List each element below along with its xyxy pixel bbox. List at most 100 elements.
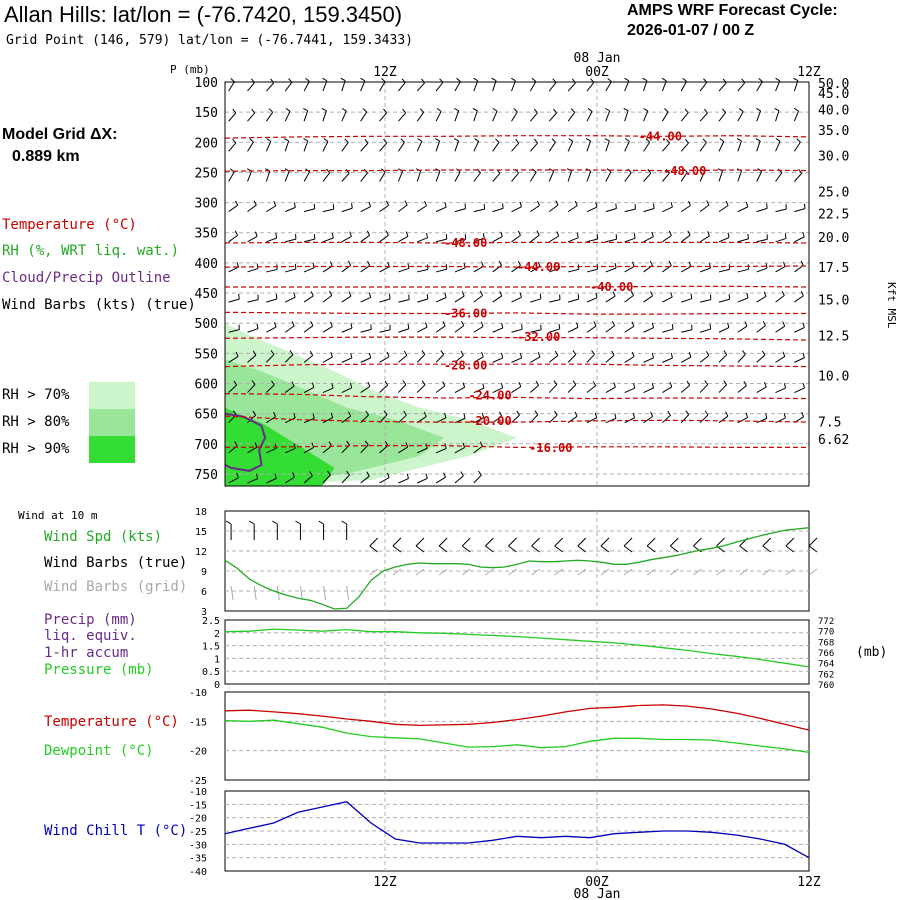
wind-barb-feather	[330, 321, 333, 327]
wind-barb	[794, 327, 805, 333]
wind-barb-feather	[341, 107, 347, 112]
wind-barb-feather	[232, 108, 237, 114]
wind-barb-feather	[366, 230, 371, 236]
true-wind-barb-feather	[225, 520, 232, 525]
wind-barb	[718, 354, 728, 363]
wind-barb	[605, 386, 616, 393]
wind-barb-feather	[614, 262, 617, 269]
temperature-label: Temperature (°C)	[44, 714, 179, 730]
pressure-tick-label: 600	[195, 377, 218, 392]
wind-barb-feather	[631, 321, 635, 327]
wind-barb-feather	[367, 260, 371, 266]
wind-barb	[567, 170, 573, 182]
grid-wind-barb	[762, 568, 772, 576]
wind-barb	[228, 81, 235, 92]
wind-barb-feather	[327, 470, 331, 476]
wind-barb	[416, 141, 423, 152]
wind-barb-feather	[587, 108, 593, 112]
legend-rh70-label: RH > 70%	[2, 387, 70, 403]
grid-wind-barb	[230, 585, 234, 601]
wind-barb	[360, 111, 368, 122]
wind-barb-feather	[611, 350, 615, 356]
wind-barb-feather	[366, 471, 370, 477]
wind-barb	[322, 141, 329, 152]
true-wind-barb-feather	[485, 545, 494, 553]
wind-barb	[285, 417, 296, 424]
windchill-tick-label: -25	[189, 827, 207, 838]
wind-barb	[379, 445, 389, 454]
wind-barb-feather	[783, 383, 787, 389]
wind-barb-feather	[349, 231, 352, 237]
wind-barb	[454, 295, 465, 303]
wind-barb-feather	[666, 138, 670, 144]
wind-barb	[511, 206, 522, 213]
wind-barb	[699, 267, 711, 273]
wind-barb-feather	[605, 107, 610, 112]
wind-barb	[473, 110, 478, 122]
wind-barb-feather	[574, 200, 578, 206]
wind-barb-feather	[472, 107, 478, 112]
wind-barb	[360, 297, 371, 303]
wind-barb	[624, 387, 635, 393]
wind-barb	[605, 354, 615, 363]
temperature-contour-label: -48.00	[444, 236, 487, 250]
forecast-cycle-value: 2026-01-07 / 00 Z	[627, 22, 755, 39]
wind-barb-feather	[329, 261, 333, 267]
wind-barb	[285, 447, 296, 454]
windchill-tick-label: -30	[189, 840, 207, 851]
wind-barb-feather	[386, 200, 390, 206]
wind-barb-feather	[534, 410, 539, 415]
wind-barb	[360, 444, 369, 454]
precip-tick-label: 1	[214, 654, 220, 665]
wind-barb-feather	[738, 108, 744, 112]
wind-barb	[794, 295, 804, 303]
wind-barb	[530, 112, 538, 122]
pressure-tick-label: 650	[195, 408, 218, 423]
wind-barb	[379, 477, 390, 484]
wind-barb-feather	[238, 294, 240, 300]
wind-barb	[680, 385, 690, 393]
true-wind-barb-feather	[392, 545, 402, 553]
wind-barb-feather	[517, 230, 521, 236]
wind-barb	[398, 112, 407, 122]
pressure-line	[224, 628, 810, 668]
wind-barb-feather	[293, 202, 296, 208]
wind-barb	[624, 266, 635, 273]
wind-barb-feather	[801, 411, 805, 417]
legend-cloud: Cloud/Precip Outline	[2, 270, 171, 286]
wind-barb-feather	[650, 291, 654, 297]
wind-barb	[398, 478, 409, 484]
wind-barb	[529, 171, 537, 182]
wind-barb-feather	[723, 350, 728, 355]
temperature-contour-label: -44.00	[517, 260, 560, 274]
cloud-outline	[224, 412, 267, 472]
wind-barb-feather	[381, 168, 386, 173]
wind-barb	[247, 268, 259, 273]
wind-barb	[643, 416, 653, 424]
true-wind-barb-feather	[461, 545, 471, 553]
temperature-contour	[224, 445, 809, 449]
temp-dewpoint-chart: -10 -15 -20 -25	[189, 688, 810, 787]
wind-barb-feather	[667, 410, 671, 416]
wind-barb	[228, 171, 235, 182]
wind-barb-feather	[572, 350, 577, 355]
wind-barb	[643, 327, 654, 333]
wind-barb-feather	[782, 321, 786, 327]
wind-barb-feather	[440, 350, 445, 355]
pressure-panel-frame	[224, 619, 810, 685]
wind-barb	[511, 80, 517, 92]
wind-barb	[661, 111, 669, 122]
true-wind-barb-feather	[623, 545, 633, 553]
wind-barb	[228, 142, 237, 152]
wind-barb	[397, 141, 405, 152]
pressure-label: Pressure (mb)	[44, 662, 154, 678]
wind-barb	[529, 81, 537, 92]
wind-barb	[322, 265, 333, 273]
wind-barb	[775, 387, 786, 393]
true-wind-barb	[438, 537, 448, 547]
height-tick-label: 12.5	[818, 329, 849, 344]
pressure-tick-label: 350	[195, 227, 218, 242]
wind-barb-feather	[501, 322, 504, 329]
precip-tick-label: 2	[214, 629, 220, 640]
wind-barb-feather	[624, 138, 630, 142]
